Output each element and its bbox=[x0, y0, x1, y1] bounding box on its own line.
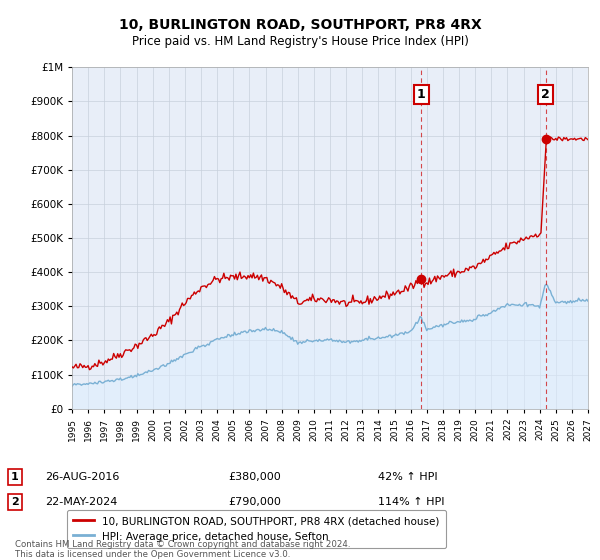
Legend: 10, BURLINGTON ROAD, SOUTHPORT, PR8 4RX (detached house), HPI: Average price, de: 10, BURLINGTON ROAD, SOUTHPORT, PR8 4RX … bbox=[67, 510, 446, 548]
Text: 2: 2 bbox=[11, 497, 19, 507]
Text: 26-AUG-2016: 26-AUG-2016 bbox=[45, 472, 119, 482]
Text: 2: 2 bbox=[541, 88, 550, 101]
Text: £790,000: £790,000 bbox=[228, 497, 281, 507]
Text: This data is licensed under the Open Government Licence v3.0.: This data is licensed under the Open Gov… bbox=[15, 550, 290, 559]
Text: Contains HM Land Registry data © Crown copyright and database right 2024.: Contains HM Land Registry data © Crown c… bbox=[15, 540, 350, 549]
Text: 1: 1 bbox=[417, 88, 425, 101]
Text: £380,000: £380,000 bbox=[228, 472, 281, 482]
Text: 42% ↑ HPI: 42% ↑ HPI bbox=[378, 472, 437, 482]
Text: 22-MAY-2024: 22-MAY-2024 bbox=[45, 497, 118, 507]
Text: 10, BURLINGTON ROAD, SOUTHPORT, PR8 4RX: 10, BURLINGTON ROAD, SOUTHPORT, PR8 4RX bbox=[119, 18, 481, 32]
Text: 1: 1 bbox=[11, 472, 19, 482]
Text: Price paid vs. HM Land Registry's House Price Index (HPI): Price paid vs. HM Land Registry's House … bbox=[131, 35, 469, 49]
Text: 114% ↑ HPI: 114% ↑ HPI bbox=[378, 497, 445, 507]
